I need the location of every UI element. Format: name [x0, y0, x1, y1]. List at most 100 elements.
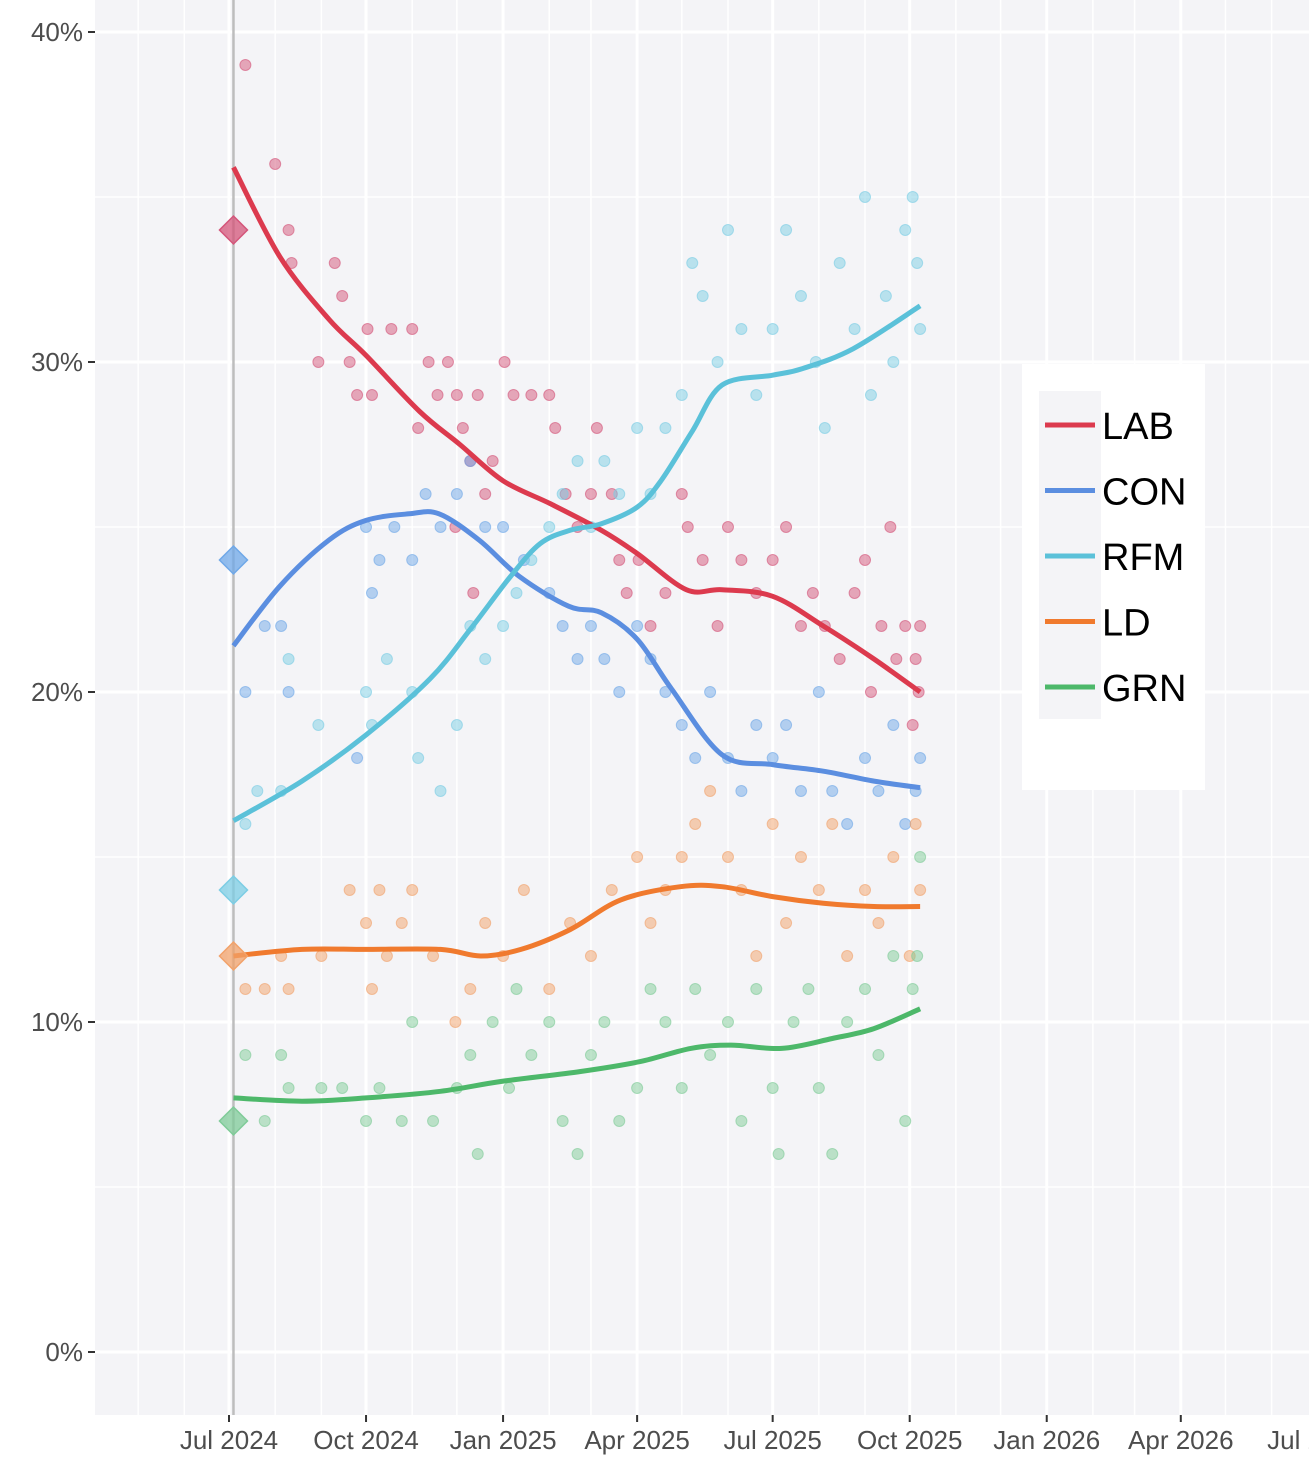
poll-point-ld — [766, 818, 779, 830]
poll-point-lab — [613, 554, 626, 566]
poll-point-grn — [859, 983, 872, 995]
poll-point-ld — [258, 983, 271, 995]
poll-point-lab — [696, 554, 709, 566]
poll-point-grn — [787, 1016, 800, 1028]
poll-point-lab — [549, 422, 562, 434]
y-tick-label: 20% — [31, 677, 83, 707]
poll-point-lab — [450, 389, 463, 401]
poll-point-ld — [395, 917, 408, 929]
poll-point-lab — [909, 653, 922, 665]
poll-point-lab — [675, 488, 688, 500]
poll-point-rfm — [479, 653, 492, 665]
trend-line-con — [231, 509, 921, 791]
poll-point-lab — [385, 323, 398, 335]
poll-point-ld — [543, 983, 556, 995]
poll-point-con — [351, 752, 364, 764]
poll-point-lab — [711, 620, 724, 632]
x-axis: Jul 2024 Oct 2024 Jan 2025 Apr 2025 Jul 2025… — [180, 1415, 1309, 1455]
poll-point-grn — [631, 1082, 644, 1094]
election-result-diamond-lab — [218, 214, 249, 246]
poll-point-con — [841, 818, 854, 830]
poll-point-con — [675, 719, 688, 731]
poll-point-rfm — [510, 587, 523, 599]
poll-point-con — [497, 521, 510, 533]
poll-point-lab — [406, 323, 419, 335]
poll-point-grn — [826, 1148, 839, 1160]
poll-point-grn — [336, 1082, 349, 1094]
poll-point-rfm — [497, 620, 510, 632]
poll-point-lab — [875, 620, 888, 632]
poll-point-ld — [914, 884, 927, 896]
y-tick-label: 0% — [45, 1337, 83, 1367]
poll-point-lab — [833, 653, 846, 665]
trend-line-rfm — [232, 303, 922, 823]
poll-point-grn — [721, 1016, 734, 1028]
poll-point-lab — [590, 422, 603, 434]
poll-point-ld — [380, 950, 393, 962]
trend-line-lab — [231, 166, 922, 695]
poll-point-rfm — [239, 818, 252, 830]
poll-point-lab — [486, 455, 499, 467]
poll-point-lab — [336, 290, 349, 302]
poll-point-grn — [571, 1148, 584, 1160]
poll-point-con — [275, 620, 288, 632]
x-tick-label: Oct 2024 — [313, 1425, 419, 1455]
poll-point-grn — [598, 1016, 611, 1028]
poll-point-lab — [780, 521, 793, 533]
poll-point-grn — [315, 1082, 328, 1094]
poll-point-lab — [282, 224, 295, 236]
poll-point-grn — [406, 1016, 419, 1028]
poll-point-grn — [427, 1115, 440, 1127]
poll-point-grn — [360, 1115, 373, 1127]
legend-label: GRN — [1102, 668, 1186, 710]
poll-point-grn — [584, 1049, 597, 1061]
poll-point-lab — [365, 389, 378, 401]
poll-point-con — [812, 686, 825, 698]
poll-point-ld — [887, 851, 900, 863]
poll-point-ld — [360, 917, 373, 929]
poll-point-grn — [812, 1082, 825, 1094]
poll-point-rfm — [696, 290, 709, 302]
poll-point-rfm — [899, 224, 912, 236]
poll-point-ld — [780, 917, 793, 929]
poll-point-rfm — [711, 356, 724, 368]
poll-point-ld — [872, 917, 885, 929]
legend-label: CON — [1102, 472, 1186, 514]
poll-point-ld — [689, 818, 702, 830]
poll-point-con — [571, 653, 584, 665]
poll-point-grn — [282, 1082, 295, 1094]
poll-point-con — [631, 620, 644, 632]
election-result-diamond-grn — [218, 1105, 249, 1137]
poll-point-grn — [802, 983, 815, 995]
poll-point-ld — [406, 884, 419, 896]
poll-point-grn — [373, 1082, 386, 1094]
poll-point-ld — [282, 983, 295, 995]
trend-line-ld — [233, 882, 921, 959]
poll-point-lab — [884, 521, 897, 533]
election-result-diamond-con — [218, 544, 249, 576]
poll-point-rfm — [906, 191, 919, 203]
poll-point-ld — [721, 851, 734, 863]
poll-point-lab — [584, 488, 597, 500]
legend-item-grn: GRN — [1045, 668, 1186, 710]
poll-point-grn — [503, 1082, 516, 1094]
poll-point-rfm — [833, 257, 846, 269]
poll-point-con — [258, 620, 271, 632]
x-tick-label: Jul 2026 — [1267, 1425, 1309, 1455]
poll-point-rfm — [721, 224, 734, 236]
poll-point-rfm — [659, 422, 672, 434]
y-tick-label: 30% — [31, 347, 83, 377]
poll-point-grn — [239, 1049, 252, 1061]
poll-point-lab — [498, 356, 511, 368]
poll-point-lab — [507, 389, 520, 401]
poll-point-con — [419, 488, 432, 500]
poll-point-grn — [914, 851, 927, 863]
poll-point-lab — [899, 620, 912, 632]
poll-point-rfm — [794, 290, 807, 302]
legend-label: LAB — [1102, 406, 1174, 448]
y-axis: 0% 10% 20% 30% 40% — [31, 17, 95, 1367]
poll-point-con — [598, 653, 611, 665]
x-tick-label: Oct 2025 — [857, 1425, 963, 1455]
poll-point-con — [434, 521, 447, 533]
legend: LAB CON RFM LD GRN — [1022, 364, 1205, 790]
